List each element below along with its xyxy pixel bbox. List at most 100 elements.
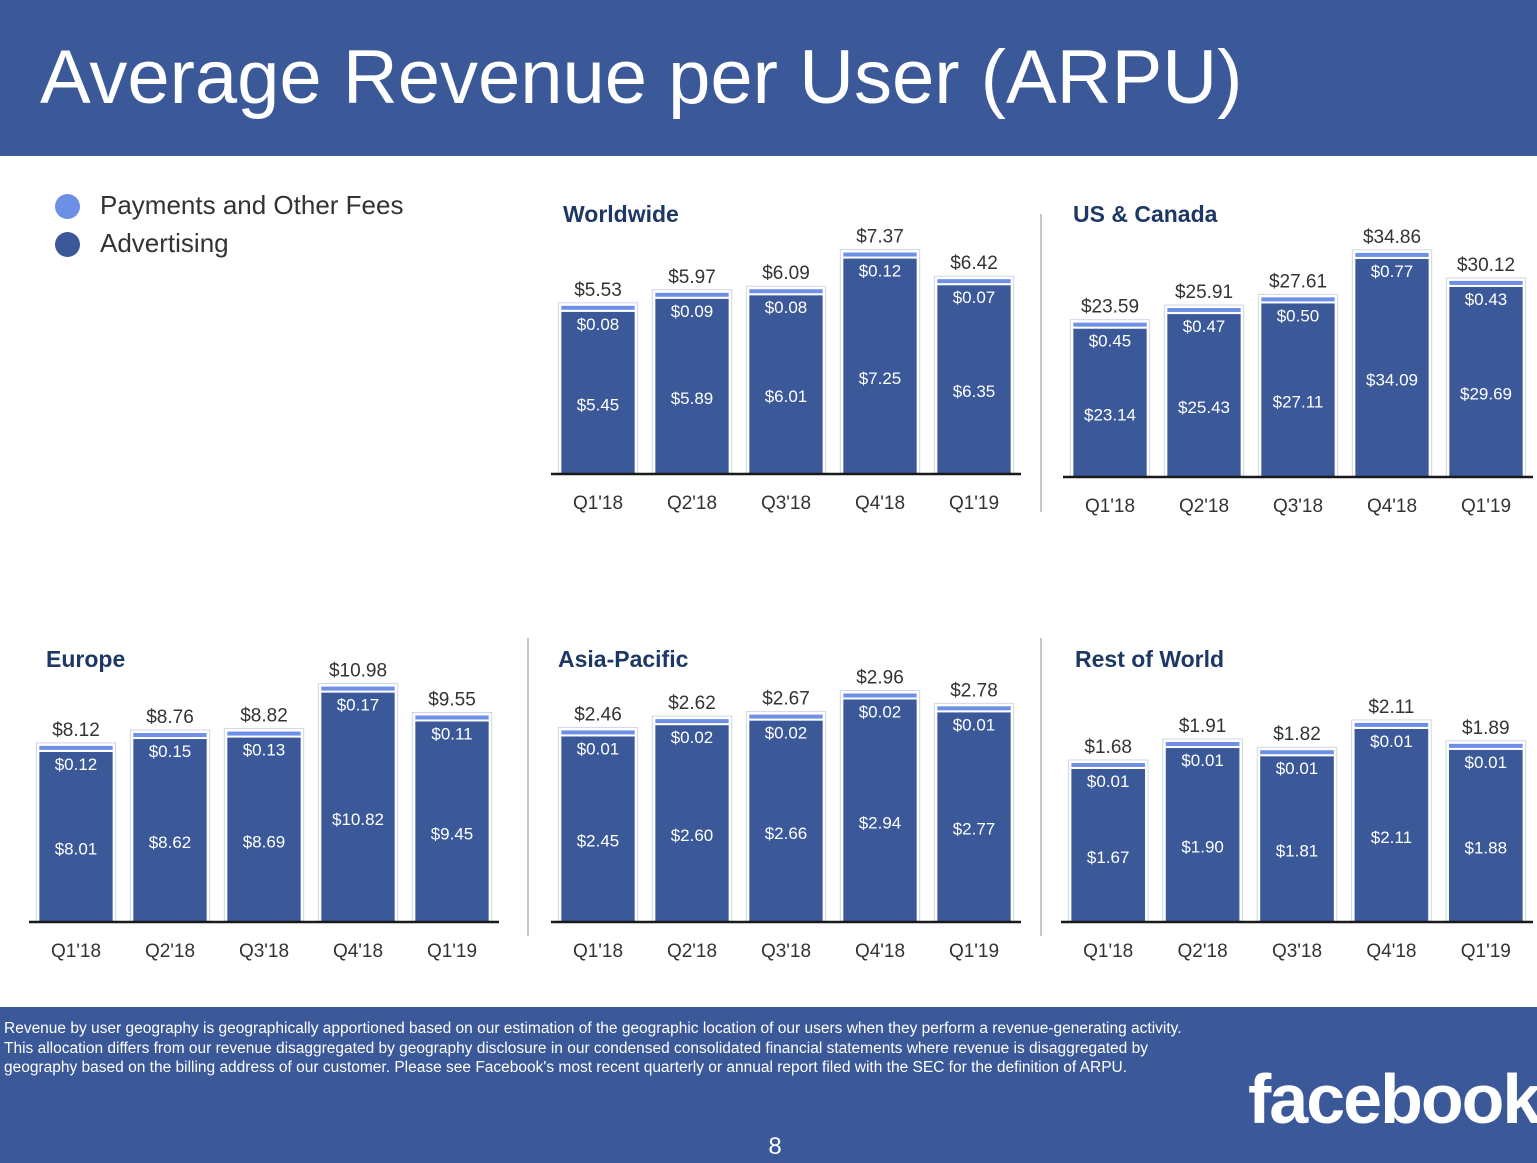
bar-payments-asia-pacific-1 bbox=[655, 719, 729, 724]
label-advertising-us-canada-4: $29.69 bbox=[1460, 384, 1512, 403]
label-total-europe-0: $8.12 bbox=[52, 720, 100, 741]
bar-payments-europe-4 bbox=[415, 715, 489, 720]
label-payments-rest-of-world-3: $0.01 bbox=[1370, 732, 1413, 751]
bar-separator-worldwide-0 bbox=[561, 309, 635, 312]
tick-label-rest-of-world-2: Q3'18 bbox=[1272, 941, 1322, 962]
tick-label-worldwide-3: Q4'18 bbox=[855, 493, 905, 514]
bar-payments-worldwide-3 bbox=[843, 252, 917, 257]
label-payments-worldwide-4: $0.07 bbox=[953, 288, 996, 307]
label-payments-europe-4: $0.11 bbox=[431, 725, 472, 744]
tick-label-us-canada-2: Q3'18 bbox=[1273, 496, 1323, 517]
chart-title-worldwide: Worldwide bbox=[563, 201, 679, 227]
label-total-asia-pacific-0: $2.46 bbox=[574, 704, 622, 725]
bar-payments-europe-3 bbox=[321, 686, 395, 691]
bar-separator-asia-pacific-0 bbox=[561, 734, 635, 737]
tick-label-asia-pacific-4: Q1'19 bbox=[949, 941, 999, 962]
legend-label-payments: Payments and Other Fees bbox=[100, 190, 404, 220]
tick-label-europe-0: Q1'18 bbox=[51, 941, 101, 962]
label-payments-us-canada-2: $0.50 bbox=[1277, 306, 1320, 325]
label-advertising-asia-pacific-3: $2.94 bbox=[859, 813, 902, 832]
bar-separator-rest-of-world-3 bbox=[1354, 726, 1429, 729]
legend-label-advertising: Advertising bbox=[100, 228, 229, 258]
tick-label-us-canada-4: Q1'19 bbox=[1461, 496, 1511, 517]
facebook-logo: facebook bbox=[1248, 1060, 1537, 1138]
label-total-europe-4: $9.55 bbox=[428, 690, 476, 711]
label-payments-us-canada-3: $0.77 bbox=[1371, 262, 1414, 281]
bar-payments-rest-of-world-2 bbox=[1260, 750, 1334, 755]
label-payments-europe-3: $0.17 bbox=[337, 696, 380, 715]
label-advertising-rest-of-world-3: $2.11 bbox=[1371, 828, 1412, 847]
tick-label-us-canada-3: Q4'18 bbox=[1367, 496, 1417, 517]
label-total-worldwide-1: $5.97 bbox=[668, 267, 716, 288]
label-advertising-rest-of-world-1: $1.90 bbox=[1181, 838, 1224, 857]
bar-advertising-worldwide-3 bbox=[843, 258, 917, 473]
bar-advertising-asia-pacific-3 bbox=[843, 699, 917, 921]
label-payments-europe-0: $0.12 bbox=[55, 755, 98, 774]
label-total-europe-1: $8.76 bbox=[146, 707, 194, 728]
bar-advertising-us-canada-1 bbox=[1167, 314, 1241, 476]
bar-separator-europe-0 bbox=[39, 749, 113, 752]
label-payments-asia-pacific-0: $0.01 bbox=[577, 739, 620, 758]
label-total-asia-pacific-1: $2.62 bbox=[668, 693, 716, 714]
label-advertising-europe-3: $10.82 bbox=[332, 810, 384, 829]
label-advertising-worldwide-3: $7.25 bbox=[859, 369, 902, 388]
label-advertising-worldwide-0: $5.45 bbox=[577, 395, 620, 414]
label-total-europe-2: $8.82 bbox=[240, 706, 288, 727]
footnote: Revenue by user geography is geographica… bbox=[4, 1020, 1182, 1076]
bar-separator-us-canada-0 bbox=[1073, 326, 1147, 329]
tick-label-rest-of-world-3: Q4'18 bbox=[1366, 941, 1416, 962]
bar-payments-worldwide-4 bbox=[937, 279, 1011, 284]
bar-advertising-europe-0 bbox=[39, 751, 113, 921]
label-advertising-us-canada-1: $25.43 bbox=[1178, 398, 1230, 417]
bar-separator-rest-of-world-4 bbox=[1448, 747, 1523, 750]
bar-payments-asia-pacific-4 bbox=[937, 706, 1011, 711]
chart-title-asia-pacific: Asia-Pacific bbox=[558, 646, 689, 672]
label-advertising-rest-of-world-0: $1.67 bbox=[1087, 848, 1130, 867]
bar-advertising-rest-of-world-1 bbox=[1165, 748, 1240, 921]
tick-label-asia-pacific-2: Q3'18 bbox=[761, 941, 811, 962]
label-advertising-asia-pacific-2: $2.66 bbox=[765, 824, 808, 843]
label-payments-asia-pacific-1: $0.02 bbox=[671, 728, 714, 747]
bar-separator-us-canada-3 bbox=[1355, 256, 1429, 259]
label-total-us-canada-3: $34.86 bbox=[1363, 227, 1421, 248]
tick-label-worldwide-2: Q3'18 bbox=[761, 493, 811, 514]
bar-advertising-europe-1 bbox=[133, 739, 207, 921]
tick-label-worldwide-0: Q1'18 bbox=[573, 493, 623, 514]
label-payments-us-canada-1: $0.47 bbox=[1183, 317, 1226, 336]
label-total-us-canada-0: $23.59 bbox=[1081, 297, 1139, 318]
label-payments-europe-2: $0.13 bbox=[243, 741, 286, 760]
bar-advertising-us-canada-0 bbox=[1073, 328, 1147, 476]
label-payments-worldwide-1: $0.09 bbox=[671, 302, 714, 321]
label-advertising-asia-pacific-4: $2.77 bbox=[953, 820, 996, 839]
bar-advertising-worldwide-2 bbox=[749, 295, 823, 473]
bar-advertising-rest-of-world-2 bbox=[1260, 756, 1334, 921]
bar-separator-rest-of-world-2 bbox=[1260, 754, 1334, 757]
bar-advertising-worldwide-4 bbox=[937, 285, 1011, 473]
bar-separator-asia-pacific-3 bbox=[843, 697, 917, 700]
divider-bottom-right bbox=[1040, 638, 1042, 936]
bar-payments-us-canada-4 bbox=[1449, 280, 1523, 285]
bar-payments-us-canada-2 bbox=[1261, 297, 1335, 302]
tick-label-us-canada-1: Q2'18 bbox=[1179, 496, 1229, 517]
tick-label-worldwide-1: Q2'18 bbox=[667, 493, 717, 514]
bar-advertising-rest-of-world-0 bbox=[1071, 768, 1146, 921]
label-advertising-rest-of-world-4: $1.88 bbox=[1465, 838, 1508, 857]
bar-advertising-asia-pacific-1 bbox=[655, 725, 729, 921]
bar-separator-europe-4 bbox=[415, 719, 489, 722]
label-total-us-canada-2: $27.61 bbox=[1269, 271, 1327, 292]
bar-payments-asia-pacific-2 bbox=[749, 714, 823, 719]
label-total-asia-pacific-3: $2.96 bbox=[856, 668, 904, 689]
tick-label-europe-4: Q1'19 bbox=[427, 941, 477, 962]
footer-banner: Revenue by user geography is geographica… bbox=[0, 1007, 1537, 1163]
label-advertising-worldwide-4: $6.35 bbox=[953, 382, 996, 401]
label-total-rest-of-world-4: $1.89 bbox=[1462, 718, 1510, 739]
bar-separator-us-canada-4 bbox=[1449, 284, 1523, 287]
label-advertising-worldwide-2: $6.01 bbox=[765, 387, 808, 406]
bar-advertising-europe-3 bbox=[321, 692, 395, 921]
label-advertising-us-canada-2: $27.11 bbox=[1273, 393, 1324, 412]
tick-label-asia-pacific-0: Q1'18 bbox=[573, 941, 623, 962]
label-payments-rest-of-world-0: $0.01 bbox=[1087, 772, 1130, 791]
bar-payments-rest-of-world-1 bbox=[1165, 742, 1240, 747]
bar-payments-worldwide-2 bbox=[749, 289, 823, 294]
label-payments-rest-of-world-2: $0.01 bbox=[1276, 759, 1319, 778]
